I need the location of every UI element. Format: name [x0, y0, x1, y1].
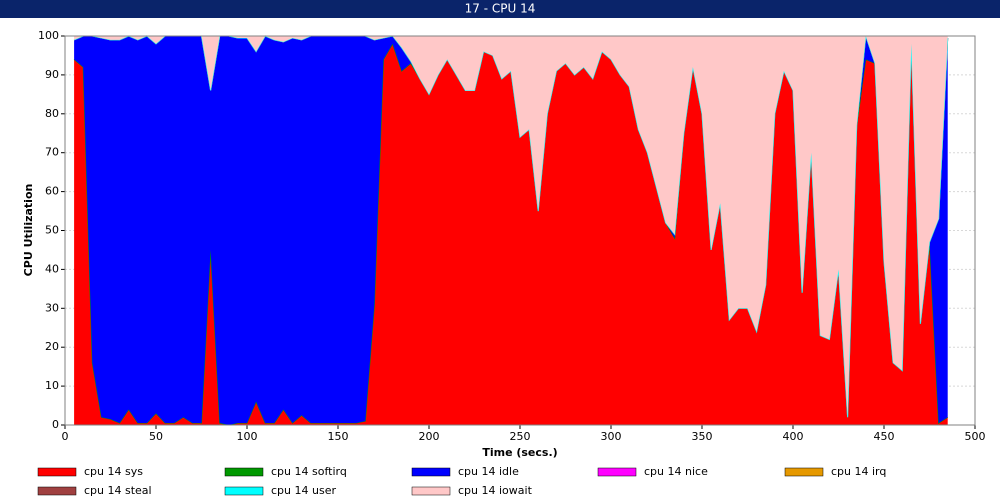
y-tick-label: 90: [45, 68, 59, 81]
legend-swatch: [37, 467, 77, 477]
x-tick-label: 350: [692, 430, 713, 443]
legend-swatch: [784, 467, 824, 477]
x-tick-label: 450: [874, 430, 895, 443]
x-tick-label: 50: [149, 430, 163, 443]
legend-label: cpu 14 user: [271, 484, 336, 497]
x-tick-label: 100: [237, 430, 258, 443]
x-tick-label: 300: [601, 430, 622, 443]
x-tick-label: 500: [965, 430, 986, 443]
plot-border: [64, 35, 976, 426]
x-tick-label: 200: [419, 430, 440, 443]
area-0: [74, 43, 948, 425]
legend-swatch: [597, 467, 637, 477]
legend-swatch: [224, 486, 264, 496]
legend-label: cpu 14 irq: [831, 465, 886, 478]
y-tick-label: 0: [52, 418, 59, 431]
legend-swatch: [411, 486, 451, 496]
y-tick-label: 80: [45, 107, 59, 120]
y-tick-label: 100: [38, 29, 59, 42]
y-tick-label: 60: [45, 185, 59, 198]
window-title: 17 - CPU 14: [465, 2, 536, 16]
legend-label: cpu 14 sys: [84, 465, 143, 478]
legend-label: cpu 14 steal: [84, 484, 152, 497]
x-tick-label: 400: [783, 430, 804, 443]
area-2: [74, 36, 948, 425]
legend-label: cpu 14 softirq: [271, 465, 347, 478]
x-axis-label: Time (secs.): [482, 446, 557, 459]
y-tick-label: 40: [45, 262, 59, 275]
legend-label: cpu 14 nice: [644, 465, 708, 478]
legend-label: cpu 14 idle: [458, 465, 519, 478]
y-tick-label: 30: [45, 301, 59, 314]
legend-swatch: [37, 486, 77, 496]
y-tick-label: 70: [45, 146, 59, 159]
legend-swatch: [411, 467, 451, 477]
legend-swatch: [224, 467, 264, 477]
x-tick-label: 150: [328, 430, 349, 443]
y-tick-label: 10: [45, 379, 59, 392]
title-bar: [0, 0, 1000, 18]
area-7: [74, 36, 948, 418]
y-tick-label: 50: [45, 224, 59, 237]
y-tick-label: 20: [45, 340, 59, 353]
y-axis-label: CPU Utilization: [22, 184, 35, 277]
legend-label: cpu 14 iowait: [458, 484, 533, 497]
x-tick-label: 0: [62, 430, 69, 443]
x-tick-label: 250: [510, 430, 531, 443]
